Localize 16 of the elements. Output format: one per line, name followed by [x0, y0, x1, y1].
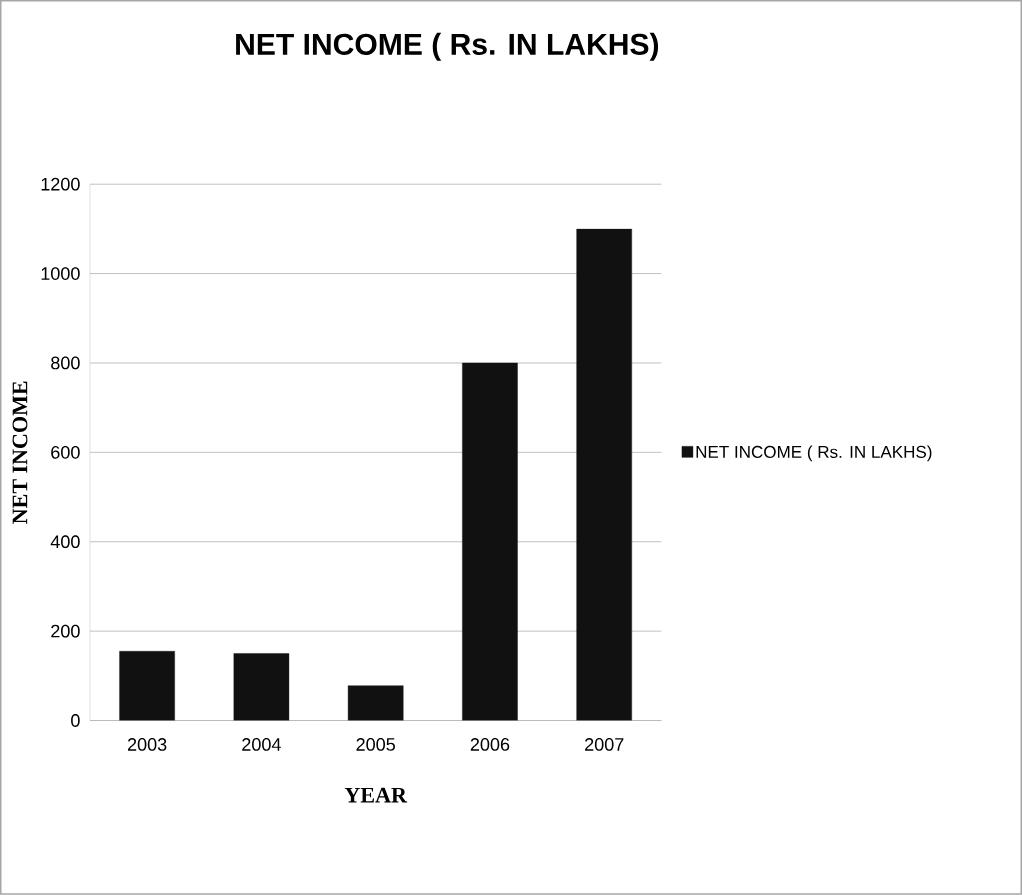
y-axis-title: NET INCOME: [12, 381, 28, 525]
x-tick-label: 2007: [585, 738, 624, 752]
y-tick-label: 0: [71, 714, 80, 728]
y-tick-label: 800: [51, 356, 80, 370]
x-axis-title: YEAR: [344, 787, 408, 803]
x-tick-label: 2006: [470, 738, 510, 752]
y-tick-label: 1000: [41, 267, 80, 281]
chart-title: NET INCOME ( Rs. IN LAKHS): [236, 33, 659, 62]
x-tick-label: 2005: [356, 738, 395, 752]
y-tick-label: 600: [51, 446, 80, 459]
legend-label: NET INCOME ( Rs. IN LAKHS): [696, 445, 932, 462]
y-tick-label: 1200: [41, 177, 80, 191]
x-tick-label: 2003: [127, 738, 167, 752]
y-tick-label: 400: [50, 535, 80, 549]
y-tick-label: 200: [51, 624, 80, 638]
x-tick-label: 2004: [242, 738, 281, 752]
